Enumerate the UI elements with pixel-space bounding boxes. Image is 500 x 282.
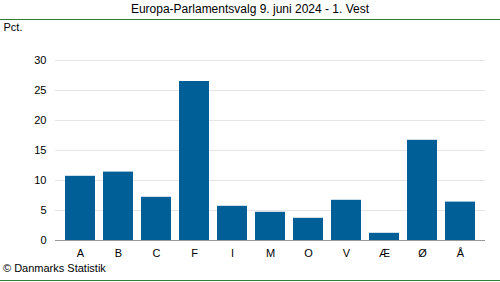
svg-text:15: 15 bbox=[34, 144, 46, 156]
svg-text:A: A bbox=[77, 247, 85, 259]
svg-text:10: 10 bbox=[34, 174, 46, 186]
svg-text:Æ: Æ bbox=[379, 247, 390, 259]
svg-text:V: V bbox=[343, 247, 351, 259]
svg-text:Ø: Ø bbox=[418, 247, 427, 259]
svg-text:Å: Å bbox=[457, 247, 465, 259]
svg-text:I: I bbox=[231, 247, 234, 259]
svg-text:25: 25 bbox=[34, 84, 46, 96]
html-text:© Danmarks Statistik: © Danmarks Statistik bbox=[3, 262, 106, 274]
svg-text:M: M bbox=[266, 247, 275, 259]
svg-text:O: O bbox=[304, 247, 313, 259]
svg-text:20: 20 bbox=[34, 114, 46, 126]
svg-text:5: 5 bbox=[40, 204, 46, 216]
html-text:Europa-Parlamentsvalg 9. juni: Europa-Parlamentsvalg 9. juni 2024 - 1. … bbox=[130, 2, 370, 16]
svg-text:B: B bbox=[115, 247, 122, 259]
svg-text:0: 0 bbox=[40, 234, 46, 246]
svg-text:F: F bbox=[191, 247, 198, 259]
svg-text:C: C bbox=[153, 247, 161, 259]
svg-text:Pct.: Pct. bbox=[4, 21, 23, 33]
svg-text:30: 30 bbox=[34, 54, 46, 66]
